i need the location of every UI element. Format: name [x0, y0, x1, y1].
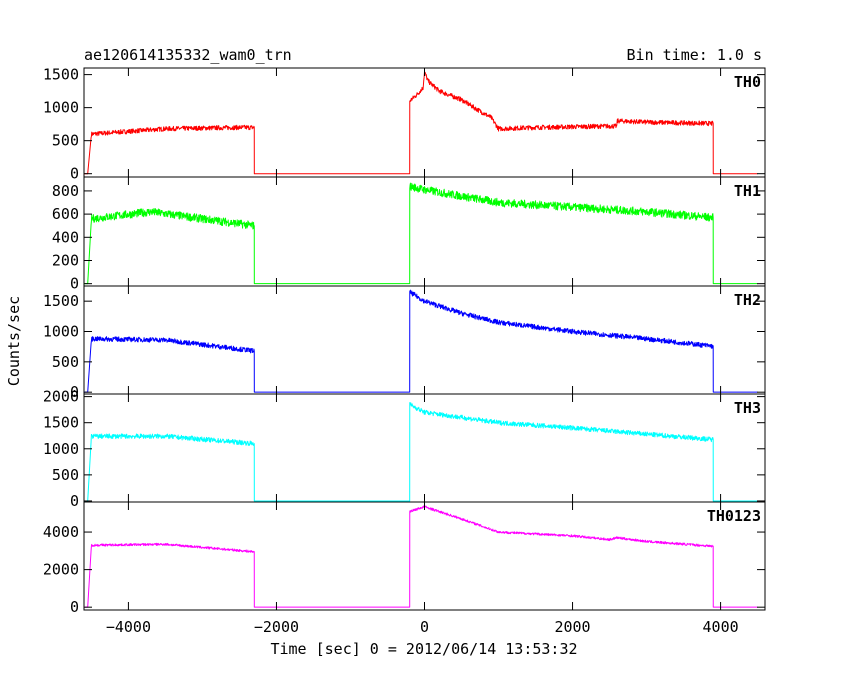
panel-label: TH3 [734, 399, 761, 417]
series-line-th0123 [83, 505, 758, 608]
panel-th1: 0 200 400 600 800 TH1 [52, 176, 766, 293]
y-tick-label: 0 [70, 383, 79, 401]
y-tick-label: 0 [70, 492, 79, 510]
y-axis-label: Counts/sec [5, 296, 23, 386]
x-tick-label: −4000 [106, 618, 151, 636]
y-tick-label: 500 [52, 466, 79, 484]
y-tick-label: 0 [70, 165, 79, 183]
x-tick-label: 2000 [554, 618, 590, 636]
x-tick-label: −2000 [254, 618, 299, 636]
y-tick-label: 4000 [43, 523, 79, 541]
y-tick-label: 200 [52, 251, 79, 269]
panel-th3: 0 500 1000 1500 2000 TH3 [43, 388, 766, 510]
y-tick-label: 1000 [43, 440, 79, 458]
y-tick-label: 1500 [43, 292, 79, 310]
y-tick-label: 0 [70, 275, 79, 293]
chart-title: ae120614135332_wam0_trn [84, 46, 292, 64]
y-tick-label: 0 [70, 598, 79, 616]
panel-th0: 0 500 1000 1500 TH0 [43, 66, 766, 183]
panel-label: TH0123 [707, 507, 761, 525]
x-tick-label: 0 [420, 618, 429, 636]
panel-frame [83, 501, 766, 611]
panel-th2: 0 500 1000 1500 TH2 [43, 285, 766, 401]
panel-label: TH2 [734, 291, 761, 309]
series-line-th2 [83, 289, 758, 393]
y-tick-label: 500 [52, 353, 79, 371]
series-line-th1 [83, 182, 758, 285]
y-tick-label: 400 [52, 228, 79, 246]
panel-label: TH1 [734, 182, 761, 200]
y-tick-label: 800 [52, 182, 79, 200]
y-tick-label: 1500 [43, 414, 79, 432]
series-line-th3 [83, 402, 758, 502]
panel-frame [83, 176, 766, 287]
x-tick-label: 4000 [703, 618, 739, 636]
x-axis-label: Time [sec] 0 = 2012/06/14 13:53:32 [270, 640, 577, 658]
y-tick-label: 600 [52, 205, 79, 223]
series-line-th0 [83, 70, 758, 175]
y-tick-label: 500 [52, 132, 79, 150]
bin-time-label: Bin time: 1.0 s [627, 46, 762, 64]
panel-th0123: 0 2000 4000 TH0123 [43, 501, 766, 616]
panels: 0 500 1000 1500 TH0 0 200 400 600 800 TH1 0 500 1000 1… [43, 66, 766, 636]
y-tick-label: 2000 [43, 388, 79, 406]
y-tick-label: 1000 [43, 323, 79, 341]
y-tick-label: 2000 [43, 561, 79, 579]
y-tick-label: 1000 [43, 99, 79, 117]
panel-label: TH0 [734, 73, 761, 91]
y-tick-label: 1500 [43, 66, 79, 84]
